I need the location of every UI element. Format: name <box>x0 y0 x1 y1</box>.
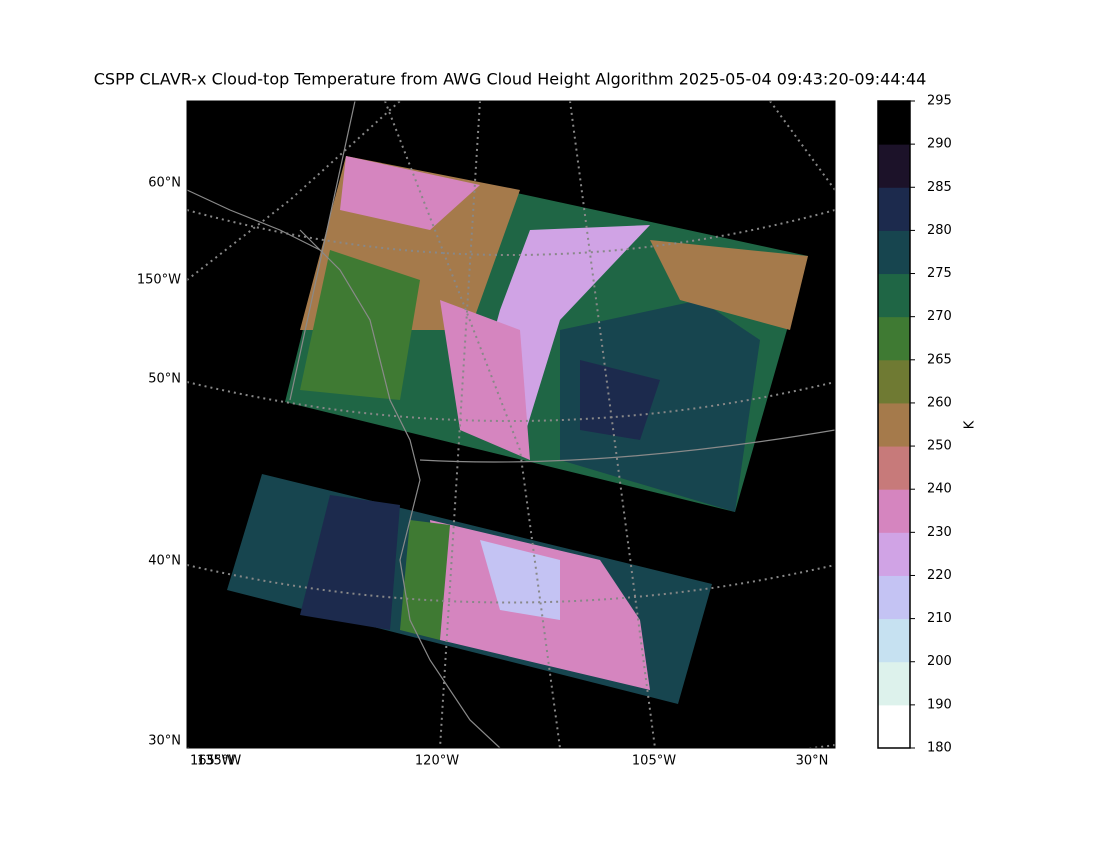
cloud-patch <box>480 540 560 620</box>
colorbar-bin <box>878 273 910 318</box>
colorbar-bin <box>878 618 910 663</box>
colorbar-bin <box>878 489 910 533</box>
colorbar-tick-label: 280 <box>927 223 952 238</box>
colorbar-tick-label: 220 <box>927 568 952 583</box>
colorbar-tick-label: 180 <box>927 741 952 756</box>
cloud-patch <box>400 520 450 640</box>
coastline <box>187 189 321 251</box>
colorbar-tick-label: 290 <box>927 137 952 152</box>
colorbar-tick-label: 250 <box>927 439 952 454</box>
graticule <box>569 101 656 748</box>
colorbar-bin <box>878 532 910 576</box>
cloud-patch <box>300 495 400 630</box>
colorbar-bin <box>878 402 910 447</box>
lat-label: 40°N <box>148 554 181 569</box>
colorbar-bin <box>878 230 910 275</box>
lat-label: 30°N <box>148 734 181 749</box>
colorbar-tick-label: 275 <box>927 266 952 281</box>
cloud-patch <box>580 360 660 440</box>
cloud-patch <box>440 300 530 460</box>
cloud-patch <box>650 240 808 330</box>
border <box>289 101 356 401</box>
colorbar-bin <box>878 101 910 145</box>
colorbar-tick-label: 295 <box>927 94 952 109</box>
graticule <box>439 101 481 748</box>
colorbar-bin <box>878 144 910 188</box>
lat-label: 60°N <box>148 176 181 191</box>
lon-label: 105°W <box>632 754 676 769</box>
colorbar-bin <box>878 661 910 706</box>
colorbar-tick-label: 260 <box>927 395 952 410</box>
colorbar-bin <box>878 446 910 490</box>
cloud-patch <box>560 300 760 512</box>
border <box>419 429 835 463</box>
colorbar-tick-label: 210 <box>927 611 952 626</box>
coastline <box>299 229 501 748</box>
colorbar-bin <box>878 359 910 404</box>
colorbar-bin <box>878 316 910 361</box>
lon-label: 165°W <box>190 754 234 769</box>
lon-label: 150°W <box>137 273 181 288</box>
lon-label: 30°N <box>796 754 829 769</box>
colorbar-tick-label: 285 <box>927 180 952 195</box>
map-frame <box>186 100 836 749</box>
cloud-patch <box>340 156 480 230</box>
colorbar-label: K <box>963 420 978 429</box>
colorbar-frame <box>877 100 911 749</box>
colorbar-bin <box>878 575 910 620</box>
colorbar-tick-label: 270 <box>927 309 952 324</box>
lat-label: 50°N <box>148 372 181 387</box>
colorbar-tick-label: 230 <box>927 525 952 540</box>
title: CSPP CLAVR-x Cloud-top Temperature from … <box>94 70 927 89</box>
colorbar: 180 190 200 210 220 230 240 250 260 265 270 275 280 2… <box>877 94 978 756</box>
colorbar-tick-label: 200 <box>927 654 952 669</box>
colorbar-tick-label: 190 <box>927 697 952 712</box>
colorbar-tick-label: 265 <box>927 352 952 367</box>
graticule <box>769 101 835 191</box>
graticule <box>187 101 401 281</box>
map <box>186 100 836 749</box>
lon-label: 120°W <box>415 754 459 769</box>
cloud-patch <box>300 250 420 400</box>
colorbar-tick-label: 240 <box>927 482 952 497</box>
colorbar-bin <box>878 704 910 749</box>
lon-label: 135°W <box>197 754 241 769</box>
colorbar-bin <box>878 187 910 231</box>
